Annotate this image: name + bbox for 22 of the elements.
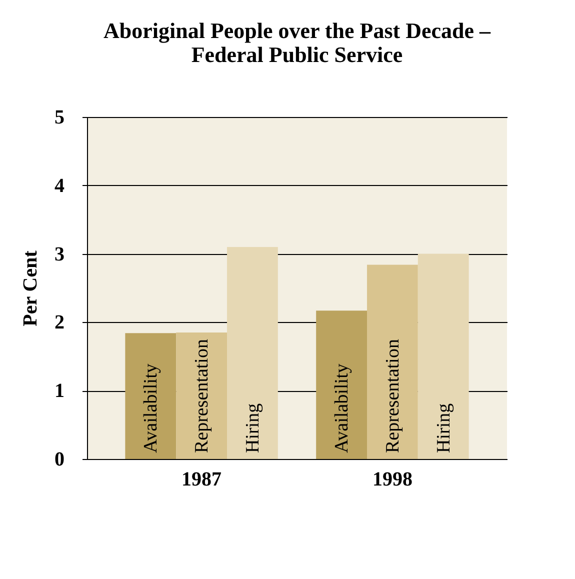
- bar: [176, 332, 227, 459]
- y-tick-label: 4: [54, 174, 64, 197]
- y-tick-label: 2: [54, 312, 64, 334]
- y-tick-label: 1: [54, 380, 64, 402]
- y-tick-label: 0: [54, 448, 64, 470]
- chart-title: Aboriginal People over the Past Decade – Federal Public Service: [104, 18, 492, 67]
- series-label: Hiring: [242, 402, 264, 453]
- y-tick-label: 5: [54, 106, 64, 128]
- bar: [125, 333, 176, 459]
- series-label: Representation: [192, 338, 213, 453]
- bar: [418, 254, 469, 459]
- bar: [316, 310, 367, 459]
- text: Representation: [382, 339, 404, 453]
- y-axis-title: Per Cent: [20, 250, 42, 326]
- series-label: Availability: [140, 363, 162, 453]
- y-tick-label: 3: [54, 243, 64, 266]
- x-tick-label: 1998: [372, 468, 412, 490]
- bar: [367, 264, 418, 459]
- text: Hiring: [433, 403, 454, 453]
- bar: [227, 246, 278, 459]
- text: Availability: [332, 364, 353, 453]
- x-tick-label: 1987: [182, 468, 222, 490]
